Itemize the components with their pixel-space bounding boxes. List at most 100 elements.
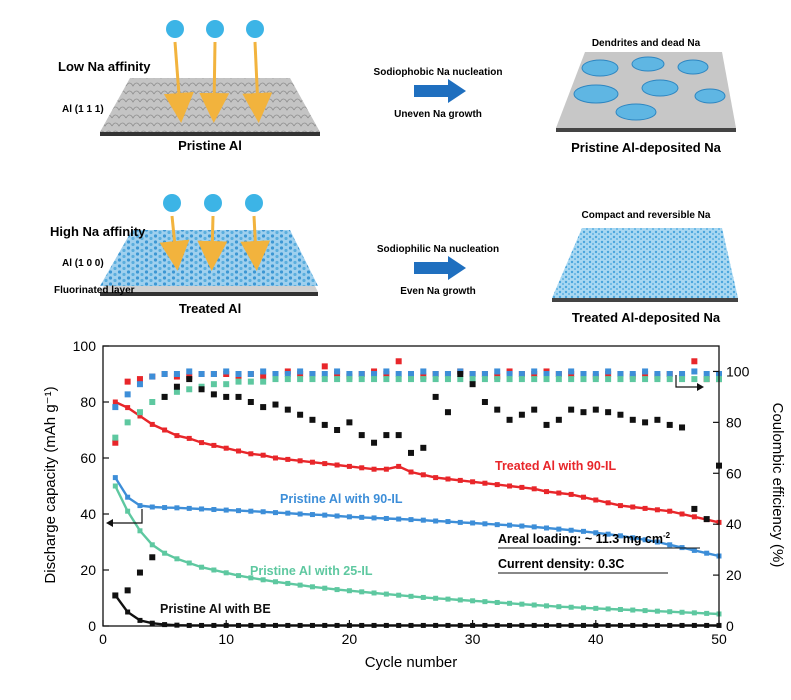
- ce-point: [408, 376, 414, 383]
- ce-point: [136, 569, 143, 576]
- ce-point: [235, 378, 242, 385]
- capacity-point: [531, 602, 537, 608]
- capacity-point: [494, 482, 500, 488]
- ce-point: [703, 376, 710, 383]
- y-right-tick-label: 80: [726, 414, 742, 430]
- deposition-arrow: [240, 215, 271, 271]
- ce-point: [481, 371, 488, 377]
- ce-point: [383, 376, 390, 383]
- capacity-point: [272, 455, 278, 461]
- deposition-arrow: [199, 41, 230, 123]
- ce-point: [297, 368, 304, 375]
- capacity-point: [580, 528, 586, 534]
- areal-loading-superscript: -2: [663, 531, 671, 540]
- ce-point: [260, 404, 267, 411]
- capacity-point: [531, 486, 537, 492]
- capacity-point: [162, 505, 168, 511]
- y-right-tick-label: 20: [726, 567, 742, 583]
- ce-point: [432, 371, 439, 377]
- capacity-line: [114, 400, 720, 524]
- ce-point: [395, 376, 402, 383]
- ce-point: [346, 376, 353, 383]
- capacity-point: [531, 524, 537, 530]
- dendrite-plate: [556, 52, 736, 132]
- capacity-point: [371, 515, 377, 521]
- capacity-point: [482, 599, 488, 605]
- ce-point: [444, 376, 451, 383]
- capacity-point: [556, 526, 562, 532]
- pristine-al-label: Pristine Al: [178, 138, 242, 153]
- capacity-point: [556, 490, 562, 496]
- capacity-point: [396, 592, 402, 598]
- ce-point: [358, 376, 365, 383]
- capacity-point: [630, 607, 636, 613]
- capacity-point: [334, 462, 340, 468]
- capacity-point: [482, 521, 488, 527]
- ce-point: [112, 434, 119, 441]
- ce-point: [555, 416, 562, 423]
- capacity-point: [149, 542, 155, 548]
- capacity-point: [593, 497, 599, 503]
- series-label: Pristine Al with 90-IL: [280, 492, 403, 506]
- ce-point: [235, 371, 242, 377]
- capacity-point: [112, 399, 118, 405]
- series-1: [112, 368, 722, 559]
- ce-point: [161, 371, 168, 377]
- capacity-point: [211, 442, 217, 448]
- ce-point: [691, 376, 698, 383]
- capacity-point: [617, 503, 623, 509]
- x-tick-label: 0: [99, 631, 107, 647]
- capacity-point: [334, 587, 340, 593]
- capacity-point: [285, 456, 291, 462]
- ce-point: [198, 371, 205, 377]
- capacity-point: [433, 518, 439, 524]
- capacity-point: [309, 584, 315, 590]
- ce-point: [531, 406, 538, 413]
- facet-label-top: Al (1 1 1): [62, 104, 104, 115]
- ce-point: [247, 399, 254, 405]
- capacity-point: [272, 579, 278, 585]
- ce-point: [297, 411, 304, 418]
- capacity-point: [346, 463, 352, 469]
- capacity-point: [654, 539, 660, 545]
- ce-point: [666, 376, 673, 383]
- capacity-point: [544, 489, 550, 495]
- capacity-point: [704, 610, 710, 616]
- ce-point: [321, 421, 328, 428]
- ce-point: [666, 421, 673, 428]
- capacity-point: [223, 507, 229, 513]
- ce-point: [531, 368, 538, 375]
- ce-point: [506, 376, 513, 383]
- capacity-point: [174, 433, 180, 439]
- ce-point: [371, 439, 378, 446]
- capacity-point: [162, 427, 168, 433]
- ce-point: [617, 411, 624, 418]
- capacity-point: [457, 519, 463, 525]
- ce-point: [629, 416, 636, 423]
- right-axis-pointer: [675, 375, 697, 388]
- ce-point: [568, 368, 575, 375]
- capacity-point: [617, 533, 623, 539]
- capacity-point: [593, 530, 599, 536]
- series-label: Treated Al with 90-IL: [495, 459, 616, 473]
- capacity-point: [383, 591, 389, 597]
- capacity-point: [507, 483, 513, 489]
- capacity-point: [470, 479, 476, 485]
- y-right-tick-label: 0: [726, 618, 734, 634]
- capacity-point: [359, 465, 365, 471]
- dendrite: [677, 59, 709, 75]
- ce-point: [223, 381, 230, 388]
- ce-point: [112, 439, 119, 446]
- low-affinity-label: Low Na affinity: [58, 59, 151, 74]
- capacity-point: [470, 520, 476, 526]
- ce-point: [642, 376, 649, 383]
- ce-point: [272, 376, 279, 383]
- ce-point: [691, 358, 698, 365]
- ce-point: [457, 371, 464, 377]
- process-bottom-line1: Sodiophilic Na nucleation: [377, 244, 499, 255]
- capacity-point: [174, 622, 180, 628]
- capacity-point: [260, 452, 266, 458]
- capacity-point: [396, 516, 402, 522]
- ce-point: [297, 376, 304, 383]
